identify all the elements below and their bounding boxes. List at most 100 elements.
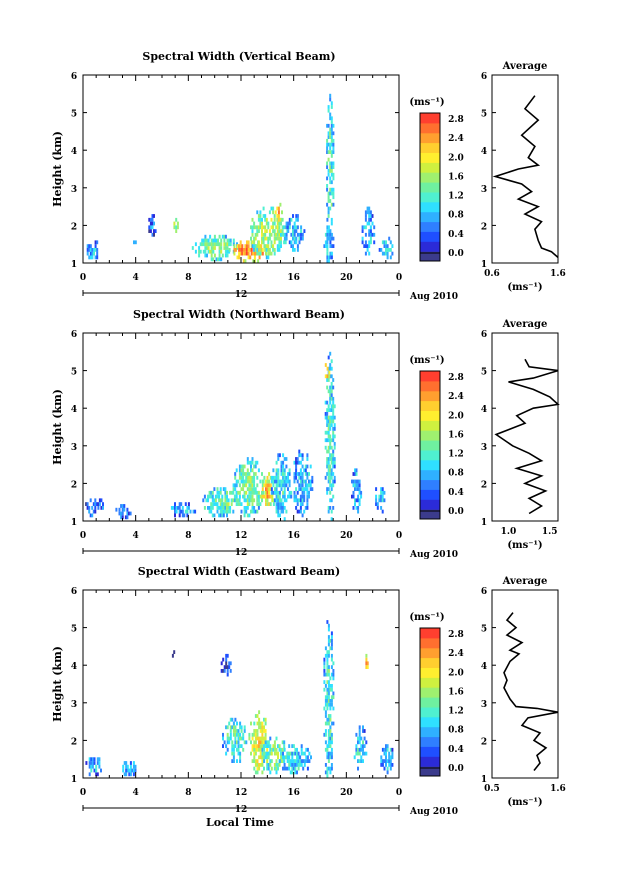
heatmap-cell-2-4 bbox=[248, 513, 251, 518]
heatmap-cell-1-0 bbox=[91, 255, 94, 260]
heatmap-cell-3-11 bbox=[383, 766, 386, 771]
heatmap-cell-2-8 bbox=[332, 457, 335, 461]
heatmap-cell-3-1 bbox=[128, 772, 131, 777]
heatmap-cell-2-3 bbox=[207, 498, 209, 503]
heatmap-cell-1-6 bbox=[276, 232, 279, 237]
colorbar-swatch bbox=[420, 211, 440, 223]
heatmap-cell-3-7 bbox=[294, 759, 297, 763]
heatmap-cell-3-7 bbox=[299, 755, 302, 760]
heatmap-cell-3-6 bbox=[275, 736, 278, 741]
heatmap-cell-2-6 bbox=[282, 475, 285, 480]
heatmap-cell-3-8 bbox=[327, 699, 330, 703]
heatmap-cell-3-8 bbox=[324, 729, 327, 733]
heatmap-cell-2-4 bbox=[251, 498, 254, 503]
colorbar-label: (ms⁻¹) bbox=[409, 355, 444, 366]
heatmap-cell-3-11 bbox=[391, 755, 394, 760]
heatmap-cell-2-7 bbox=[308, 494, 310, 499]
heatmap-cell-1-9 bbox=[330, 191, 333, 196]
heatmap-cell-3-8 bbox=[330, 631, 333, 636]
heatmap-cell-2-3 bbox=[224, 506, 227, 510]
colorbar-swatch bbox=[420, 726, 440, 738]
heatmap-cell-3-5 bbox=[263, 740, 265, 745]
heatmap-cell-2-4 bbox=[253, 487, 256, 491]
heatmap-cell-2-7 bbox=[299, 468, 302, 473]
x-tick-label: 0 bbox=[396, 788, 402, 798]
heatmap-cell-2-4 bbox=[243, 490, 246, 495]
heatmap-cell-2-4 bbox=[248, 472, 251, 476]
heatmap-cell-3-8 bbox=[329, 766, 332, 771]
heatmap-cell-3-0 bbox=[96, 757, 99, 762]
heatmap-cell-2-7 bbox=[299, 487, 302, 491]
heatmap-cell-1-6 bbox=[268, 232, 271, 237]
heatmap-cell-2-4 bbox=[240, 509, 243, 514]
heatmap-cell-1-11 bbox=[368, 229, 371, 233]
heatmap-cell-3-5 bbox=[258, 717, 261, 722]
heatmap-cell-2-3 bbox=[205, 498, 208, 503]
heatmap-cell-1-8 bbox=[292, 232, 294, 237]
heatmap-cell-3-3 bbox=[222, 669, 225, 673]
heatmap-cell-2-3 bbox=[224, 498, 227, 503]
heatmap-cell-3-6 bbox=[269, 763, 272, 767]
heatmap-cell-1-9 bbox=[332, 161, 335, 166]
heatmap-cell-2-1 bbox=[121, 504, 124, 508]
profile-frame bbox=[491, 74, 559, 264]
heatmap-cell-2-5 bbox=[271, 494, 274, 499]
heatmap-cell-2-10 bbox=[354, 502, 356, 506]
heatmap-cell-3-9 bbox=[355, 744, 358, 748]
heatmap-cell-3-9 bbox=[358, 732, 361, 737]
heatmap-cell-2-3 bbox=[213, 498, 216, 503]
heatmap-cell-1-6 bbox=[276, 236, 279, 241]
heatmap-cell-2-10 bbox=[352, 472, 355, 476]
heatmap-cell-2-4 bbox=[250, 468, 252, 473]
chart-title: Spectral Width (Eastward Beam) bbox=[138, 565, 340, 578]
heatmap-cell-3-4 bbox=[231, 725, 234, 730]
heatmap-cell-2-8 bbox=[326, 419, 329, 424]
heatmap-cell-3-6 bbox=[269, 744, 272, 748]
heatmap-cell-3-5 bbox=[261, 763, 264, 767]
heatmap-cell-2-3 bbox=[218, 498, 221, 503]
heatmap-cell-1-4 bbox=[218, 246, 221, 250]
heatmap-cell-2-1 bbox=[118, 507, 121, 512]
heatmap-cell-3-9 bbox=[355, 732, 358, 737]
heatmap-cell-2-8 bbox=[332, 472, 335, 476]
heatmap-cell-2-7 bbox=[298, 498, 301, 503]
heatmap-cell-1-6 bbox=[283, 240, 286, 245]
heatmap-cell-3-6 bbox=[264, 755, 267, 760]
x-tick-label: 16 bbox=[287, 531, 300, 541]
heatmap-cell-3-7 bbox=[296, 755, 298, 760]
heatmap-cell-1-6 bbox=[253, 221, 256, 226]
heatmap-cell-3-5 bbox=[254, 770, 257, 775]
heatmap-cell-3-8 bbox=[327, 687, 330, 692]
heatmap-cell-3-4 bbox=[239, 751, 242, 756]
heatmap-cell-3-9 bbox=[357, 766, 359, 771]
heatmap-cell-3-7 bbox=[291, 755, 294, 760]
heatmap-cell-3-6 bbox=[263, 759, 266, 763]
heatmap-cell-2-7 bbox=[298, 487, 301, 491]
heatmap-cell-3-8 bbox=[327, 702, 330, 707]
heatmap-cell-2-8 bbox=[332, 483, 335, 488]
heatmap-cell-2-3 bbox=[218, 506, 221, 510]
heatmap-cell-2-8 bbox=[332, 396, 335, 401]
heatmap-cell-3-4 bbox=[232, 755, 235, 760]
heatmap-cell-1-6 bbox=[281, 232, 284, 237]
heatmap-cell-2-7 bbox=[301, 483, 304, 488]
heatmap-cell-2-11 bbox=[378, 498, 381, 503]
heatmap-cell-1-6 bbox=[256, 251, 259, 256]
heatmap-cell-3-7 bbox=[291, 763, 294, 767]
heatmap-cell-3-8 bbox=[327, 669, 330, 673]
heatmap-cell-2-8 bbox=[329, 490, 332, 495]
heatmap-cell-1-2 bbox=[149, 229, 152, 233]
heatmap-cell-1-11 bbox=[368, 217, 371, 222]
heatmap-cell-2-10 bbox=[357, 483, 360, 488]
heatmap-cell-1-9 bbox=[332, 123, 335, 128]
heatmap-cell-3-9 bbox=[363, 729, 366, 733]
heatmap-cell-1-5 bbox=[244, 244, 247, 248]
heatmap-cell-3-7 bbox=[292, 751, 295, 756]
heatmap-cell-3-0 bbox=[85, 761, 88, 765]
heatmap-cell-3-6 bbox=[270, 751, 273, 756]
heatmap-cell-1-8 bbox=[296, 214, 299, 218]
heatmap-cell-1-4 bbox=[210, 249, 213, 254]
colorbar-swatch bbox=[420, 231, 440, 242]
heatmap-cell-1-5 bbox=[250, 251, 253, 256]
heatmap-cell-2-8 bbox=[329, 479, 332, 484]
